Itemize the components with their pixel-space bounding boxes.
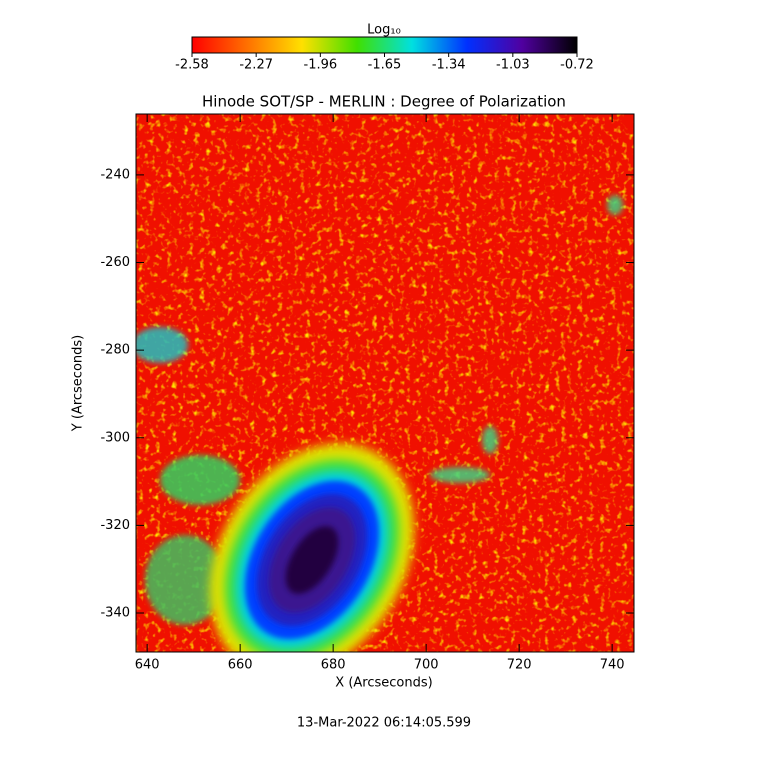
x-tick-label: 640 — [135, 658, 160, 673]
y-tick-label: -340 — [100, 606, 130, 621]
y-tick-label: -280 — [100, 343, 130, 358]
colorbar — [191, 36, 578, 54]
x-tick-label: 720 — [507, 658, 532, 673]
y-tick-label: -320 — [100, 518, 130, 533]
y-tick-label: -300 — [100, 430, 130, 445]
colorbar-label: Log₁₀ — [367, 23, 401, 38]
x-tick-label: 700 — [414, 658, 439, 673]
x-tick-label: 680 — [321, 658, 346, 673]
plot-frame — [135, 113, 635, 653]
chart-title: Hinode SOT/SP - MERLIN : Degree of Polar… — [202, 93, 566, 111]
y-axis-label: Y (Arcseconds) — [71, 335, 86, 432]
x-tick-label: 740 — [600, 658, 625, 673]
colorbar-tick-label: -1.34 — [432, 58, 466, 73]
colorbar-tick-label: -2.27 — [239, 58, 273, 73]
colorbar-tick-label: -1.65 — [368, 58, 402, 73]
x-tick-label: 660 — [228, 658, 253, 673]
y-tick-label: -260 — [100, 255, 130, 270]
y-tick-label: -240 — [100, 167, 130, 182]
colorbar-tick-label: -2.58 — [175, 58, 209, 73]
colorbar-tick-label: -0.72 — [560, 58, 594, 73]
x-axis-label: X (Arcseconds) — [335, 676, 432, 691]
footer-timestamp: 13-Mar-2022 06:14:05.599 — [297, 716, 471, 731]
image — [136, 114, 634, 652]
colorbar-tick-label: -1.96 — [304, 58, 338, 73]
colorbar-tick-label: -1.03 — [496, 58, 530, 73]
